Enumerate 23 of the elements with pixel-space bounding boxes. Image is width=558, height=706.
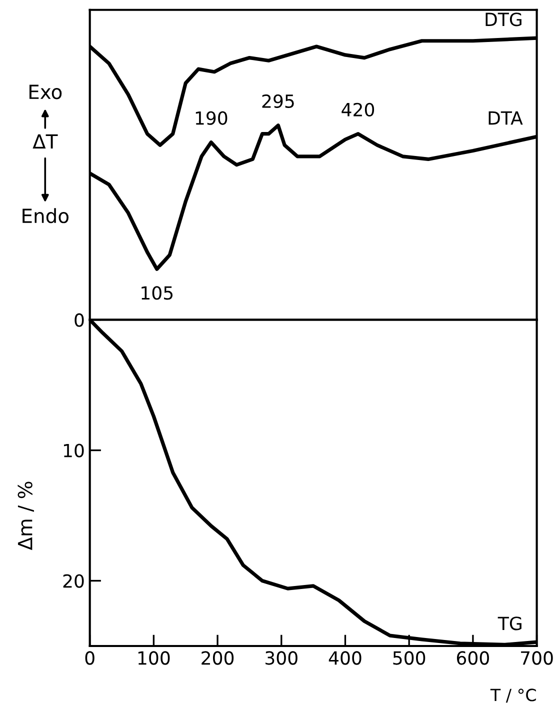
x-tick-label: 200 xyxy=(202,651,234,665)
series-label: DTG xyxy=(486,12,522,26)
annotation: 295 xyxy=(262,94,294,108)
x-tick-label: 500 xyxy=(393,651,426,665)
text: Exo xyxy=(30,84,62,100)
y-axis-title: Δm / % xyxy=(18,482,34,550)
x-tick-label: 300 xyxy=(266,651,298,665)
y-tick-label: 20 xyxy=(63,574,84,588)
x-axis-title: T / °C xyxy=(490,688,536,703)
y-tick-label: 0 xyxy=(74,313,84,327)
annotation: 420 xyxy=(342,102,374,116)
annotation: 190 xyxy=(196,111,228,125)
y-axis-title: ΔT xyxy=(32,134,58,149)
x-tick-label: 700 xyxy=(521,651,553,665)
x-tick-label: 600 xyxy=(456,651,489,665)
series-label: DTA xyxy=(488,111,523,125)
y-tick-label: 10 xyxy=(64,444,84,458)
annotation: 105 xyxy=(142,286,173,300)
x-tick-label: 0 xyxy=(85,651,94,665)
text: Endo xyxy=(22,208,69,224)
x-tick-label: 100 xyxy=(138,651,170,665)
x-tick-label: 400 xyxy=(328,651,362,665)
series-label: TG xyxy=(498,616,522,630)
